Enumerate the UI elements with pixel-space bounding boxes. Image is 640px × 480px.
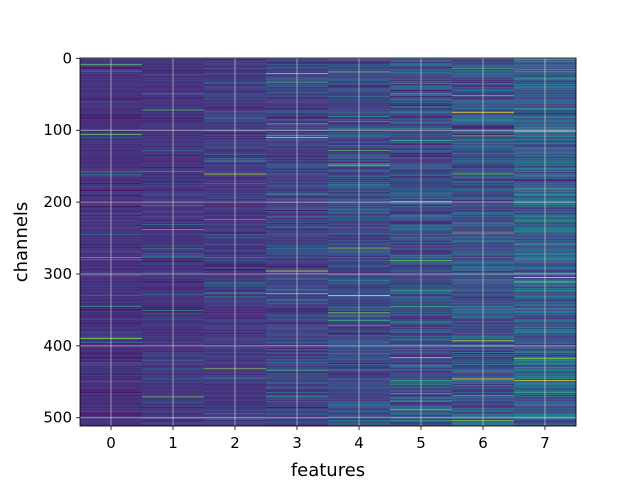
x-tick-label: 5 [416,434,426,452]
grid-lines [80,57,576,426]
x-tick-label: 7 [540,434,550,452]
x-tick-label: 2 [230,434,240,452]
axis-ticks: 0 1 2 3 4 5 6 7 0 100 200 300 400 500 [43,49,549,452]
y-tick-label: 100 [43,121,72,139]
x-tick-label: 1 [168,434,178,452]
x-tick-label: 6 [478,434,488,452]
y-tick-label: 500 [43,409,72,427]
y-tick-label: 200 [43,193,72,211]
y-axis-label: channels [11,202,32,283]
x-tick-label: 0 [106,434,116,452]
heatmap-cells [80,58,577,427]
x-tick-label: 4 [354,434,364,452]
x-axis-label: features [291,460,365,480]
x-tick-label: 3 [292,434,302,452]
y-tick-label: 300 [43,265,72,283]
y-tick-label: 0 [62,49,72,67]
y-tick-label: 400 [43,337,72,355]
plot-frame [79,57,577,427]
